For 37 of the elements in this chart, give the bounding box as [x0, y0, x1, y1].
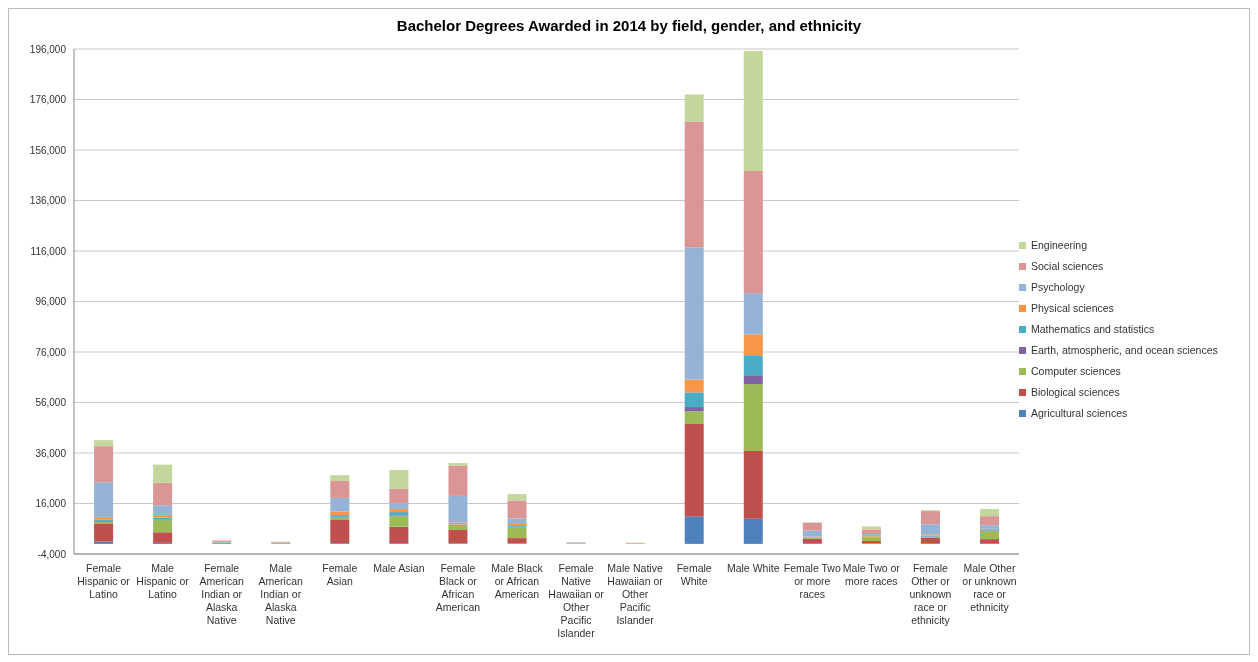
legend-label: Social sciences	[1031, 260, 1104, 272]
x-tick-label: Female Asian	[322, 562, 358, 587]
x-tick-label: Male Other or unknown race or ethnicity	[962, 562, 1017, 613]
legend-label: Engineering	[1031, 239, 1088, 251]
legend-label: Psychology	[1031, 281, 1085, 293]
x-tick-label: Female Black or African American	[435, 562, 481, 613]
x-tick-label: Female Other or unknown race or ethnicity	[909, 562, 952, 626]
x-tick-label: Male Hispanic or Latino	[136, 562, 190, 600]
y-tick-label: 196,000	[29, 43, 67, 55]
x-tick-label: Male Native Hawaiian or Other Pacific Islander	[607, 562, 664, 626]
legend-label: Physical sciences	[1031, 302, 1114, 314]
y-tick-label: 176,000	[29, 94, 67, 106]
y-tick-label: -4,000	[37, 548, 67, 560]
y-tick-label: 96,000	[35, 296, 67, 308]
chart-title: Bachelor Degrees Awarded in 2014 by field, gender, and ethnicity	[395, 17, 863, 34]
x-tick-label: Male Black or African American	[491, 562, 544, 600]
y-tick-label: 36,000	[35, 447, 67, 459]
y-tick-label: 136,000	[29, 195, 67, 207]
x-tick-label: Female Two or more races	[783, 562, 841, 600]
x-tick-label: Male American Indian or Alaska Native	[258, 562, 304, 626]
y-tick-label: 116,000	[30, 245, 67, 257]
x-tick-label: Female American Indian or Alaska Native	[199, 562, 244, 626]
x-tick-label: Female Native Hawaiian or Other Pacific Islander	[548, 562, 605, 639]
x-tick-label: Male Asian	[373, 562, 425, 574]
x-tick-label: Male Two or more races	[842, 562, 901, 587]
x-tick-label: Female Hispanic or Latino	[77, 562, 131, 600]
y-tick-label: 56,000	[35, 397, 67, 409]
y-tick-label: 16,000	[35, 498, 67, 510]
legend-label: Computer sciences	[1031, 365, 1121, 377]
legend-label: Mathematics and statistics	[1031, 323, 1155, 335]
legend-label: Agricultural sciences	[1031, 407, 1128, 419]
legend-label: Earth, atmospheric, and ocean sciences	[1031, 344, 1218, 356]
y-tick-label: 76,000	[35, 346, 67, 358]
legend-label: Biological sciences	[1031, 386, 1120, 398]
x-tick-label: Male White	[726, 562, 780, 574]
x-tick-label: Female White	[676, 562, 712, 587]
y-tick-label: 156,000	[29, 144, 67, 156]
